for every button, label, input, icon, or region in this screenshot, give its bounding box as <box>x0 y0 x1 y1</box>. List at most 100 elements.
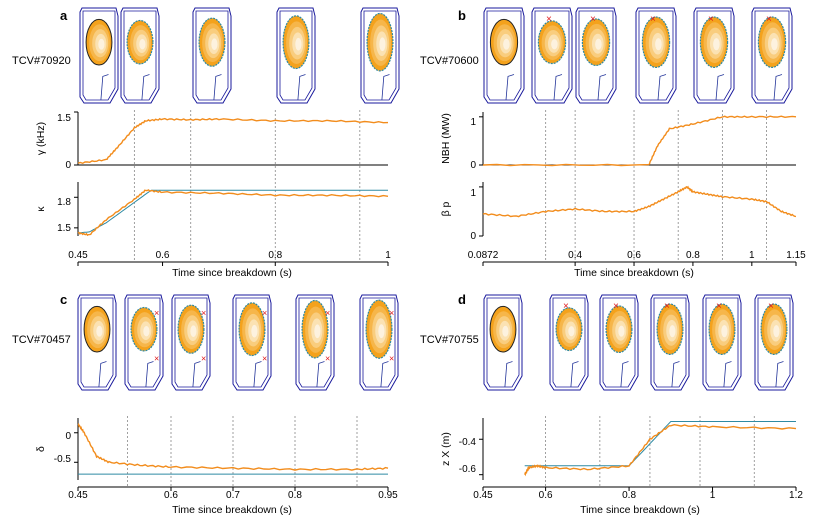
vessel-inner <box>80 297 114 388</box>
tokamak-snapshots: × × × × ×××××××××××× × × × × <box>77 7 794 391</box>
xpoint-marker: × <box>154 354 159 364</box>
x-tick-label: 1 <box>749 250 755 261</box>
plasma-contour <box>98 38 105 50</box>
vessel-outline <box>120 7 160 104</box>
panel-a-letter: a <box>60 8 68 23</box>
vessel-inner <box>486 297 520 388</box>
vessel-inner <box>578 10 614 101</box>
y-axis-label: δ <box>35 446 47 452</box>
vessel-inner <box>486 10 522 101</box>
divertor-leg <box>553 74 563 101</box>
plasma-contour <box>721 325 728 338</box>
tokamak-snapshot: ×× <box>295 294 335 391</box>
y-tick-label: 1.5 <box>57 223 71 234</box>
vessel-outline <box>483 294 523 391</box>
y-axis-label: z X (m) <box>440 432 452 466</box>
vessel-outline <box>599 294 639 391</box>
divertor-leg <box>671 361 680 388</box>
plasma-boundary <box>130 306 158 352</box>
plasma-contour <box>190 325 197 337</box>
tokamak-snapshot: × <box>693 7 735 104</box>
vessel-outline <box>360 7 400 104</box>
tokamak-snapshot: × <box>702 294 742 391</box>
plasma-boundary <box>366 12 394 72</box>
plasma-contour <box>143 325 150 337</box>
vessel-inner <box>235 297 269 388</box>
y-tick-label: -0.4 <box>459 437 477 448</box>
tokamak-snapshot <box>120 7 160 104</box>
tokamak-snapshot: × <box>754 294 794 391</box>
tokamak-snapshot: × <box>751 7 793 104</box>
vessel-outline <box>531 7 573 104</box>
plasma-boundary <box>238 302 266 357</box>
plasma-boundary <box>198 17 226 67</box>
vessel-inner <box>362 297 396 388</box>
plasma-contour <box>378 324 385 339</box>
panel-c-letter: c <box>60 292 67 307</box>
tokamak-snapshot: × <box>549 294 589 391</box>
plasma-boundary <box>757 16 787 68</box>
x-tick-label: 0.8 <box>268 250 282 261</box>
vessel-outline <box>549 294 589 391</box>
vessel-inner <box>363 10 397 101</box>
vessel-inner <box>298 297 332 388</box>
measured-series-line <box>482 185 797 218</box>
tokamak-snapshot <box>79 7 119 104</box>
divertor-leg <box>213 74 222 101</box>
tokamak-snapshot: × <box>575 7 617 104</box>
plasma-contour <box>773 325 780 338</box>
tokamak-snapshot <box>483 7 525 104</box>
x-tick-label: 0.6 <box>627 250 641 261</box>
vessel-inner <box>696 10 732 101</box>
panel-a-shot-label: TCV#70920 <box>12 55 71 67</box>
vessel-outline <box>575 7 617 104</box>
xpoint-marker: × <box>201 354 206 364</box>
y-tick-label: 1.5 <box>57 113 71 124</box>
divertor-leg <box>620 361 629 388</box>
xpoint-marker: × <box>325 354 330 364</box>
xpoint-marker: × <box>766 14 772 25</box>
vessel-inner <box>534 10 570 101</box>
x-tick-label: 0.7 <box>226 490 240 501</box>
tokamak-snapshot <box>483 294 523 391</box>
plasma-boundary <box>760 303 788 355</box>
plasma-boundary <box>365 299 393 359</box>
vessel-outline <box>650 294 690 391</box>
tokamak-snapshot: ×× <box>124 294 164 391</box>
xpoint-marker: × <box>768 301 774 312</box>
tokamak-snapshot <box>360 7 400 104</box>
panel-d-letter: d <box>458 292 466 307</box>
vessel-outline <box>77 294 117 391</box>
y-tick-label: 1 <box>470 117 476 128</box>
divertor-leg <box>657 74 667 101</box>
panel-b-xlabel: Time since breakdown (s) <box>574 267 694 279</box>
plasma-boundary <box>641 16 671 68</box>
vessel-outline <box>702 294 742 391</box>
vessel-outline <box>693 7 735 104</box>
vessel-inner <box>123 10 157 101</box>
measured-series-line <box>524 423 797 477</box>
tokamak-snapshot: × <box>635 7 677 104</box>
xpoint-marker: × <box>716 301 722 312</box>
divertor-leg <box>597 74 607 101</box>
plasma-boundary <box>85 18 113 66</box>
divertor-leg <box>192 361 201 388</box>
panel-b-shot-label: TCV#70600 <box>420 55 479 67</box>
vessel-inner <box>279 10 313 101</box>
vessel-outline <box>124 294 164 391</box>
plasma-boundary <box>656 303 684 355</box>
panel-c-shot-label: TCV#70457 <box>12 334 71 346</box>
x-tick-label: 0.45 <box>68 490 88 501</box>
plasma-contour <box>771 38 778 51</box>
x-tick-label: 0.95 <box>378 490 398 501</box>
plasma-contour <box>568 326 575 337</box>
divertor-leg <box>100 74 109 101</box>
vessel-outline <box>751 7 793 104</box>
vessel-inner <box>754 10 790 101</box>
vessel-outline <box>192 7 232 104</box>
vessel-inner <box>638 10 674 101</box>
x-tick-label: 0.6 <box>164 490 178 501</box>
panel-b-letter: b <box>458 8 466 23</box>
chart-series <box>77 115 797 477</box>
